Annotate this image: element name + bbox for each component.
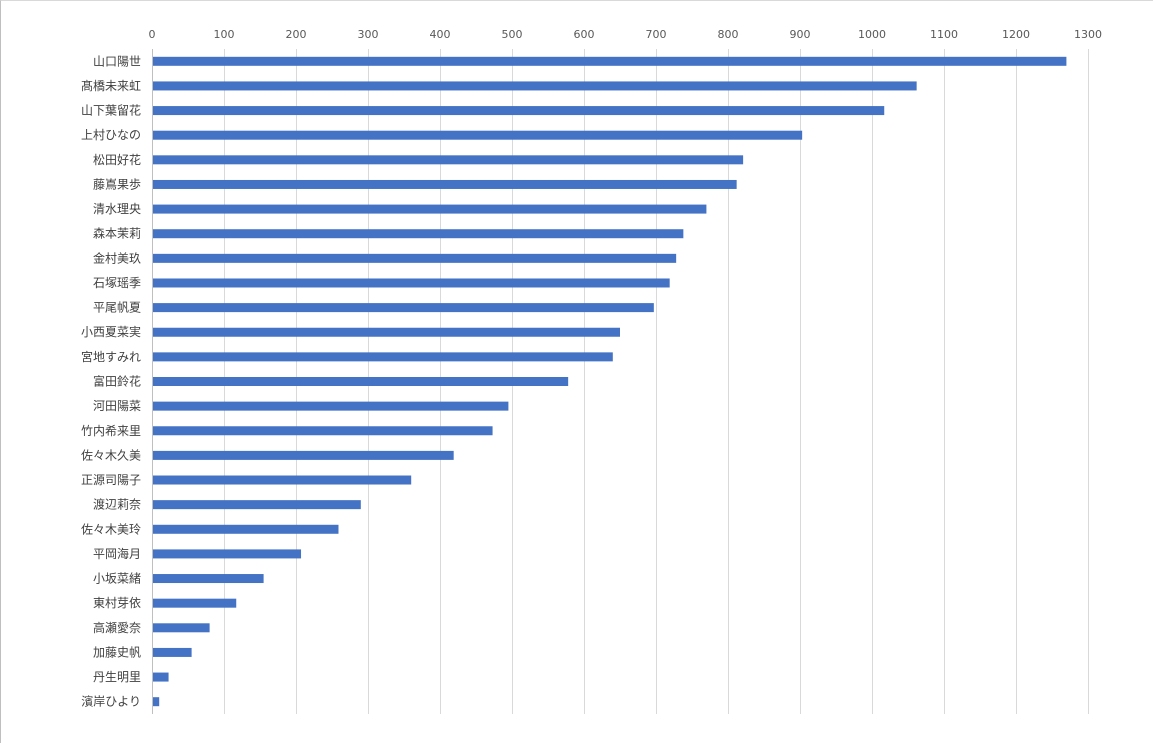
bar [153, 500, 361, 510]
x-tick-label: 1100 [930, 28, 958, 41]
category-label: 山下葉留花 [81, 103, 141, 118]
x-tick-label: 300 [358, 28, 379, 41]
bar [153, 179, 737, 189]
category-label: 渡辺莉奈 [93, 497, 141, 512]
bar [153, 672, 169, 682]
x-tick-label: 1000 [858, 28, 886, 41]
bar [153, 303, 654, 313]
x-tick-label: 700 [646, 28, 667, 41]
bar [153, 475, 412, 485]
x-tick-label: 600 [574, 28, 595, 41]
category-label: 金村美玖 [93, 250, 141, 265]
category-label: 清水理央 [93, 202, 141, 216]
x-tick-label: 0 [149, 28, 156, 41]
bar [153, 426, 493, 436]
x-tick-label: 200 [286, 28, 307, 41]
category-label: 松田好花 [93, 152, 141, 167]
bar [153, 204, 707, 214]
x-tick-label: 800 [718, 28, 739, 41]
bar [153, 647, 192, 657]
bar [153, 81, 917, 91]
x-tick-label: 100 [214, 28, 235, 41]
bar [153, 598, 237, 608]
bar [153, 377, 569, 386]
bar [153, 253, 677, 263]
bar [153, 155, 744, 165]
category-label: 小西夏菜実 [81, 324, 141, 339]
bar [153, 450, 454, 460]
bar [153, 549, 302, 559]
category-label: 丹生明里 [93, 670, 141, 684]
category-label: 正源司陽子 [81, 473, 141, 487]
bar [153, 623, 210, 633]
category-label: 髙橋未来虹 [81, 78, 141, 93]
bar [153, 524, 339, 534]
category-label: 高瀬愛奈 [93, 620, 141, 635]
category-labels: 山口陽世髙橋未来虹山下葉留花上村ひなの松田好花藤嶌果歩清水理央森本茉莉金村美玖石… [81, 54, 141, 708]
x-tick-label: 500 [502, 28, 523, 41]
category-label: 山口陽世 [93, 54, 141, 68]
category-label: 東村芽依 [93, 595, 141, 610]
category-label: 上村ひなの [81, 128, 141, 142]
category-label: 加藤史帆 [93, 644, 141, 659]
x-tick-label: 900 [790, 28, 811, 41]
category-label: 平尾帆夏 [93, 300, 141, 315]
category-label: 小坂菜緒 [93, 571, 141, 586]
category-label: 佐々木美玲 [81, 522, 141, 536]
category-label: 平岡海月 [93, 546, 141, 561]
bar [153, 229, 684, 239]
bar [153, 352, 613, 362]
category-label: 藤嶌果歩 [93, 176, 141, 191]
bars [153, 56, 1067, 707]
category-label: 石塚瑶季 [93, 276, 141, 290]
bar [153, 130, 803, 140]
category-label: 濱岸ひより [81, 695, 141, 709]
bar [153, 56, 1067, 66]
x-axis-tick-labels: 0 100 200 300 400 500 600 700 800 900 1000 1100 1200… [149, 28, 1103, 41]
category-label: 竹内希来里 [81, 423, 141, 438]
category-label: 宮地すみれ [81, 349, 141, 364]
x-tick-label: 400 [430, 28, 451, 41]
x-tick-label: 1200 [1002, 28, 1030, 41]
category-label: 佐々木久美 [81, 448, 141, 462]
bar [153, 278, 670, 288]
category-label: 河田陽菜 [93, 399, 141, 413]
category-label: 森本茉莉 [93, 226, 141, 241]
bar [153, 697, 160, 707]
bar [153, 401, 509, 411]
category-label: 富田鈴花 [93, 374, 141, 389]
bar [153, 106, 885, 116]
bar [153, 574, 264, 584]
bar [153, 327, 620, 337]
x-tick-label: 1300 [1074, 28, 1102, 41]
